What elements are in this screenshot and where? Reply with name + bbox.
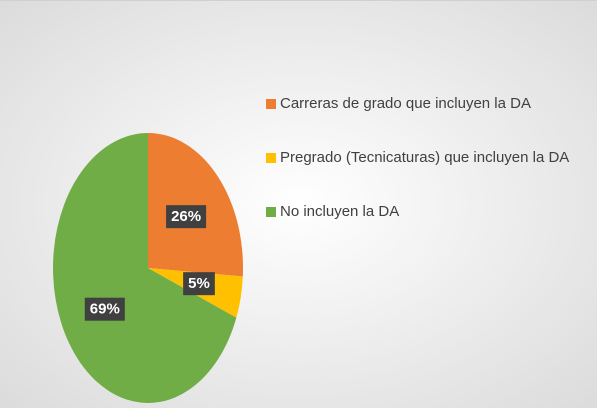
legend-swatch (266, 99, 276, 109)
pie-slice (53, 133, 237, 403)
data-label: 5% (188, 275, 210, 292)
pie-slice (148, 133, 243, 277)
legend-swatch (266, 207, 276, 217)
legend-label: Pregrado (Tecnicaturas) que incluyen la … (280, 149, 569, 166)
legend-swatch (266, 153, 276, 163)
data-label-box (84, 297, 125, 321)
data-label: 26% (171, 208, 201, 225)
legend-label: Carreras de grado que incluyen la DA (280, 95, 531, 112)
data-label: 69% (90, 301, 120, 318)
legend-label: No incluyen la DA (280, 203, 399, 220)
data-label-box (183, 272, 215, 296)
data-label-box (166, 205, 207, 229)
